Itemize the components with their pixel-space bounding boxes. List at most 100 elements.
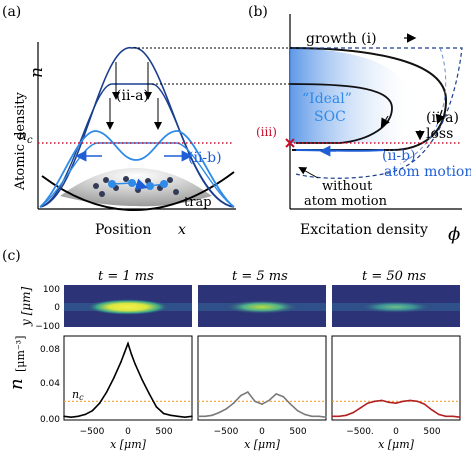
density-point-2-10	[402, 400, 404, 403]
density-point-1-10	[268, 399, 270, 402]
xlabel-1: x [μm]	[110, 438, 147, 451]
density-point-2-1	[338, 415, 340, 418]
density-flat-curve	[39, 142, 235, 208]
density-point-2-15	[437, 413, 440, 416]
img-ytick-0: 0	[54, 303, 60, 313]
title-5ms: t = 5 ms	[232, 269, 288, 284]
panel-a-xlabel: Position	[95, 222, 152, 238]
density-point-1-13	[289, 403, 292, 405]
density-point-2-7	[380, 399, 383, 402]
density-point-2-11	[409, 399, 412, 402]
arrow-without	[298, 167, 319, 179]
ideal-label-2: SOC	[314, 109, 346, 125]
density-point-2-0	[331, 415, 333, 418]
density-point-0-6	[105, 391, 108, 393]
boundary-dashed-2	[399, 47, 447, 165]
density-point-1-9	[261, 403, 263, 405]
density-point-0-8	[120, 361, 122, 363]
nc-a-n: n	[18, 128, 27, 144]
arrow-traj-1	[435, 109, 445, 125]
line-ylabel-unit: [μm⁻³]	[14, 336, 27, 372]
growth-label: growth (i)	[306, 31, 377, 47]
img-ytick-m100: −100	[35, 322, 60, 332]
cloud-1ms	[86, 299, 170, 315]
label-without-2: atom motion	[304, 194, 388, 209]
cloud-5ms	[224, 300, 300, 314]
density-point-1-5	[232, 402, 235, 405]
line-ytick-000: 0.00	[40, 415, 60, 425]
xtick-2-0: 0	[259, 427, 265, 437]
nc-c-sub: c	[79, 393, 84, 402]
plot-frame-5ms	[197, 335, 327, 421]
density-point-2-14	[430, 408, 433, 411]
density-point-0-11	[130, 353, 133, 356]
density-point-0-4	[91, 409, 94, 412]
density-point-2-8	[388, 401, 390, 404]
density-point-0-0	[63, 415, 65, 418]
line-ytick-004: 0.04	[40, 379, 60, 389]
density-point-2-9	[395, 402, 397, 405]
density-point-1-3	[218, 411, 221, 414]
density-point-0-3	[84, 413, 87, 416]
panel-b-xsym: ϕ	[448, 224, 460, 245]
cloud-50ms	[358, 301, 434, 313]
panel-c-label: (c)	[2, 248, 21, 264]
panel-b-xlabel: Excitation density	[300, 222, 428, 238]
density-point-2-4	[359, 407, 362, 409]
density-point-1-15	[303, 413, 306, 416]
panel-b-label: (b)	[248, 4, 268, 20]
panel-a: (a) n Atomic density Position x trap	[2, 4, 236, 238]
density-point-0-12	[134, 363, 136, 365]
density-point-2-13	[423, 403, 426, 405]
density-point-0-19	[184, 416, 186, 419]
density-point-2-12	[416, 400, 419, 403]
label-loss: loss	[426, 126, 453, 142]
panel-a-ylabel-sym: n	[27, 67, 47, 78]
nc-label-a: nc	[18, 128, 33, 146]
density-point-1-11	[275, 393, 278, 395]
img-ytick-100: 100	[43, 285, 60, 295]
density-point-0-2	[77, 415, 80, 418]
label-iii: (iii)	[256, 125, 277, 139]
density-point-0-20	[191, 415, 193, 418]
image-row: t = 1 ms t = 5 ms t = 50 ms 100 0 −100 y…	[19, 269, 460, 332]
nc-c-n: n	[72, 388, 79, 401]
trajectory-blue	[295, 149, 385, 152]
density-point-2-5	[366, 402, 369, 405]
img-ylabel: y [μm]	[19, 287, 33, 327]
density-point-2-3	[352, 411, 355, 414]
density-line-0	[63, 341, 193, 419]
xlabel-2: x [μm]	[244, 438, 281, 451]
critical-point-marker	[285, 138, 295, 148]
density-point-2-16	[444, 415, 447, 418]
density-point-1-18	[325, 416, 327, 419]
density-point-1-6	[239, 394, 242, 397]
density-dip-curve	[39, 130, 235, 208]
density-point-1-16	[310, 415, 313, 418]
label-atom-motion: atom motion	[384, 164, 471, 180]
atom-cluster	[93, 176, 179, 197]
density-point-0-5	[98, 402, 101, 405]
panel-a-label: (a)	[2, 4, 21, 20]
density-point-1-1	[204, 415, 206, 418]
xtick-2-m500: −500	[214, 427, 239, 437]
panel-b: (b) growth (i) “Ideal” SOC (iii) (ii	[248, 4, 471, 245]
density-point-0-7	[112, 377, 115, 379]
xtick-3-0: 0	[393, 427, 399, 437]
xtick-1-m500: −500	[80, 427, 105, 437]
trap-curve	[41, 171, 235, 211]
label-iib-b: (ii-b)	[382, 148, 416, 164]
trap-label: trap	[184, 195, 212, 210]
title-1ms: t = 1 ms	[98, 269, 154, 284]
label-without-1: without	[322, 179, 373, 194]
xtick-1-0: 0	[125, 427, 131, 437]
xtick-3-m500: −500.	[346, 427, 374, 437]
trajectory-inner	[289, 83, 393, 144]
label-iia-b: (ii-a)	[426, 110, 459, 126]
density-point-0-18	[176, 415, 179, 418]
arrow-traj-2	[380, 115, 390, 129]
density-point-2-18	[459, 416, 461, 419]
density-point-0-14	[148, 393, 151, 395]
density-point-1-8	[254, 400, 256, 403]
density-point-2-2	[345, 414, 348, 417]
